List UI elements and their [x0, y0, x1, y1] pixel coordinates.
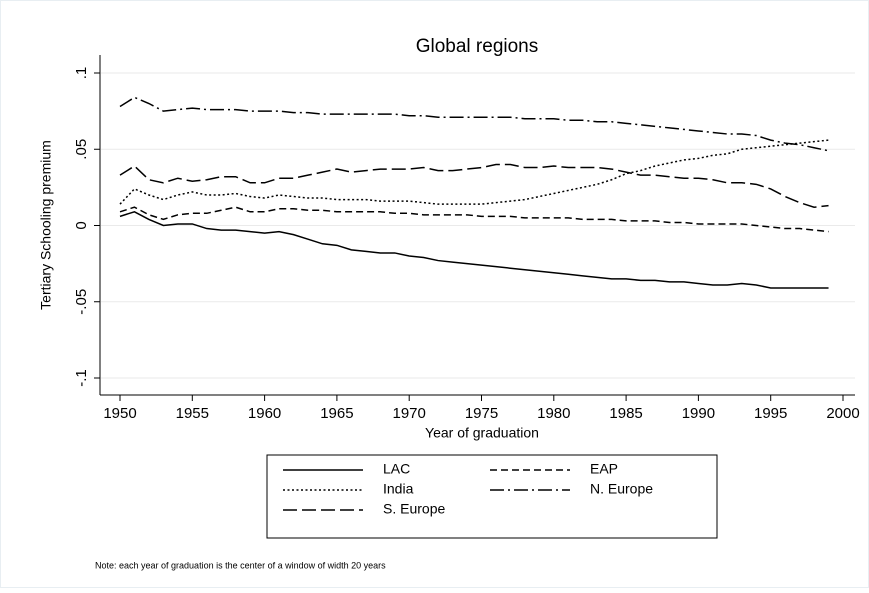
series-line	[119, 96, 829, 152]
series-line	[119, 206, 829, 233]
x-axis-label: Year of graduation	[425, 425, 539, 441]
x-tick-label: 1990	[682, 405, 715, 422]
legend-label: N. Europe	[590, 481, 653, 497]
legend	[266, 454, 718, 539]
x-tick-label: 1985	[609, 405, 642, 422]
legend-label: S. Europe	[383, 501, 445, 517]
x-tick-label: 1960	[248, 405, 281, 422]
x-tick-label: 1980	[537, 405, 570, 422]
chart-title: Global regions	[416, 36, 539, 57]
x-tick-label: 1995	[754, 405, 787, 422]
x-tick-label: 1965	[320, 405, 353, 422]
y-tick-label: .1	[73, 67, 90, 80]
x-tick-label: 1970	[393, 405, 426, 422]
x-tick-label: 1955	[176, 405, 209, 422]
y-tick-label: -.05	[73, 289, 90, 315]
y-tick-label: -.1	[73, 369, 90, 387]
legend-label: EAP	[590, 461, 618, 477]
legend-label: India	[383, 481, 414, 497]
note: Note: each year of graduation is the cen…	[95, 560, 386, 570]
x-tick-label: 1975	[465, 405, 498, 422]
series-line	[119, 210, 829, 289]
y-tick-label: 0	[73, 221, 90, 229]
y-axis-label: Tertiary Schooling premium	[38, 140, 54, 310]
y-tick-label: .05	[73, 139, 90, 160]
x-tick-label: 1950	[103, 405, 136, 422]
series-line	[119, 163, 829, 208]
legend-label: LAC	[383, 461, 410, 477]
x-tick-label: 2000	[826, 405, 859, 422]
series-line	[119, 139, 829, 205]
